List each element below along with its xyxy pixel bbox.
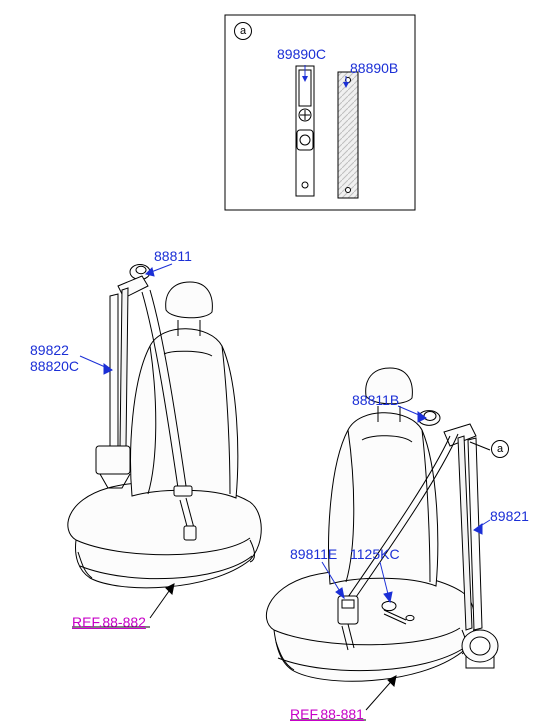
label-1125KC: 1125KC	[350, 546, 400, 562]
label-89890C: 89890C	[277, 46, 326, 62]
callout-a-top-label: a	[240, 25, 246, 37]
label-88811: 88811	[154, 248, 192, 264]
label-88890B: 88890B	[350, 60, 398, 76]
label-89822: 89822	[30, 342, 69, 358]
callout-a-side: a	[491, 440, 509, 458]
callout-a-side-label: a	[497, 443, 503, 455]
callout-a-top: a	[234, 22, 252, 40]
label-ref-88-882: REF.88-882	[72, 614, 146, 630]
label-ref-88-881: REF.88-881	[290, 706, 364, 722]
label-89811E: 89811E	[290, 546, 337, 562]
label-88820C: 88820C	[30, 358, 79, 374]
label-89821: 89821	[490, 508, 529, 524]
diagram-canvas: a a 89890C 88890B 88811 89822 88820C REF…	[0, 0, 543, 727]
label-88811B: 88811B	[352, 392, 399, 408]
